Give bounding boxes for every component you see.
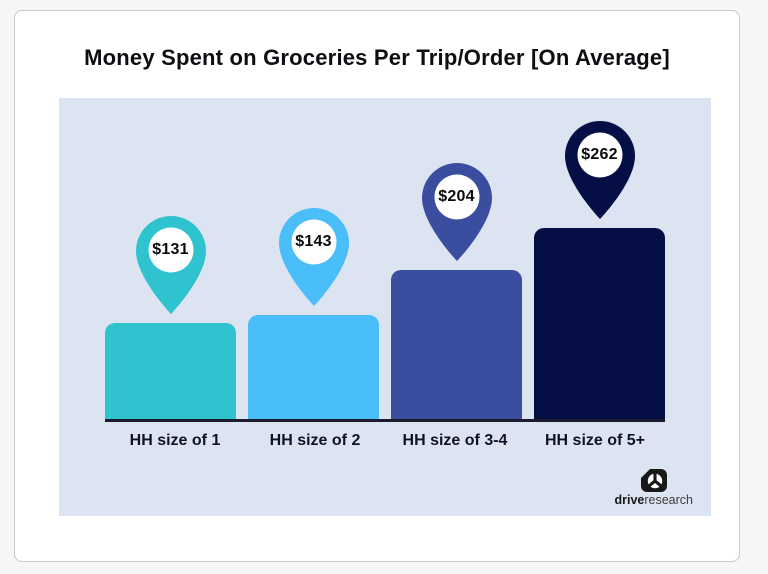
chart-title: Money Spent on Groceries Per Trip/Order … xyxy=(84,45,670,70)
map-pin-icon xyxy=(421,163,492,261)
bar xyxy=(248,315,379,419)
drive-research-logo-icon xyxy=(640,469,667,492)
map-pin-icon xyxy=(564,121,635,219)
category-label: HH size of 2 xyxy=(269,432,361,449)
category-labels: HH size of 1 HH size of 2 HH size of 3-4… xyxy=(105,432,665,450)
bar xyxy=(105,323,236,419)
category-label: HH size of 1 xyxy=(129,432,221,449)
value-label: $143 xyxy=(295,233,332,250)
bar xyxy=(534,228,665,419)
bar-group-hh-2: $143 xyxy=(248,208,379,419)
value-label: $204 xyxy=(438,188,475,205)
logo-text: driveresearch xyxy=(614,494,693,507)
map-pin-icon xyxy=(135,216,206,314)
bar-group-hh-5plus: $262 xyxy=(534,121,665,419)
infographic-card: Money Spent on Groceries Per Trip/Order … xyxy=(14,10,740,562)
value-pin: $262 xyxy=(564,121,635,219)
chart-panel: $131 $143 xyxy=(59,98,711,516)
map-pin-icon xyxy=(278,208,349,306)
x-axis-line xyxy=(105,419,665,422)
value-label: $262 xyxy=(581,146,618,163)
value-pin: $143 xyxy=(278,208,349,306)
logo-text-bold: drive xyxy=(614,493,645,507)
bars-container: $131 $143 xyxy=(105,98,665,419)
value-pin: $131 xyxy=(135,216,206,314)
value-label: $131 xyxy=(152,241,189,258)
bar-group-hh-3-4: $204 xyxy=(391,163,522,419)
bar xyxy=(391,270,522,419)
plot-area: $131 $143 xyxy=(105,98,665,516)
brand-logo: driveresearch xyxy=(614,469,693,507)
value-pin: $204 xyxy=(421,163,492,261)
logo-text-regular: research xyxy=(644,493,693,507)
category-label: HH size of 5+ xyxy=(544,432,646,449)
category-label: HH size of 3-4 xyxy=(402,432,508,449)
bar-group-hh-1: $131 xyxy=(105,216,236,419)
